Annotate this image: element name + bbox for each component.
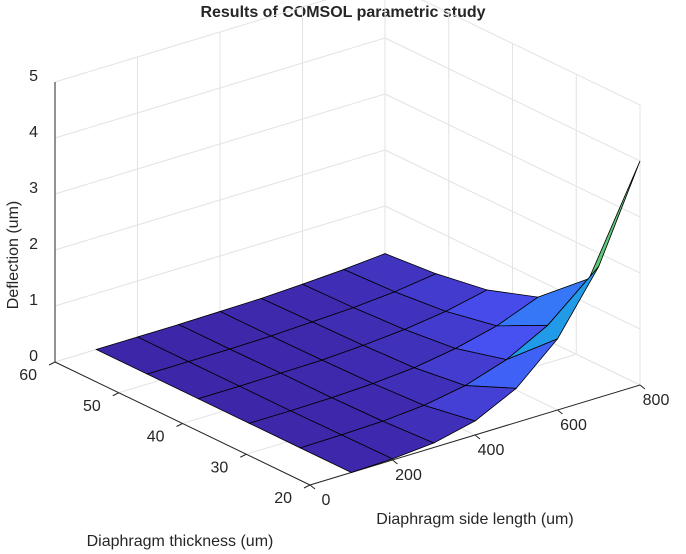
tick-mark: [112, 392, 119, 397]
z-tick-label: 5: [29, 68, 38, 85]
tick-mark: [639, 384, 646, 390]
tick-mark: [240, 453, 247, 458]
chart-title: Results of COMSOL parametric study: [200, 4, 485, 21]
y-tick-label: 30: [210, 459, 228, 476]
tick-mark: [557, 409, 563, 415]
z-axis-label: Deflection (um): [5, 201, 22, 309]
tick-mark: [303, 484, 311, 489]
x-axis-label: Diaphragm side length (um): [376, 511, 573, 528]
tick-mark: [176, 423, 183, 427]
y-tick-label: 60: [19, 367, 37, 384]
x-tick-label: 800: [643, 392, 670, 409]
y-tick-label: 20: [274, 490, 292, 507]
x-tick-label: 200: [395, 467, 422, 484]
tick-mark: [474, 434, 481, 440]
z-tick-label: 2: [29, 236, 38, 253]
y-tick-label: 50: [83, 398, 101, 415]
z-tick-label: 0: [29, 348, 38, 365]
z-tick-label: 1: [29, 292, 38, 309]
z-tick-label: 4: [29, 124, 38, 141]
tick-mark: [48, 361, 56, 366]
x-tick-label: 0: [322, 492, 331, 509]
x-tick-label: 400: [478, 442, 505, 459]
z-tick-label: 3: [29, 180, 38, 197]
tick-mark: [309, 484, 316, 490]
y-axis-label: Diaphragm thickness (um): [87, 533, 274, 550]
tick-mark: [392, 459, 398, 465]
surface-patch: [299, 434, 394, 473]
y-tick-label: 40: [147, 429, 165, 446]
x-tick-label: 600: [560, 417, 587, 434]
